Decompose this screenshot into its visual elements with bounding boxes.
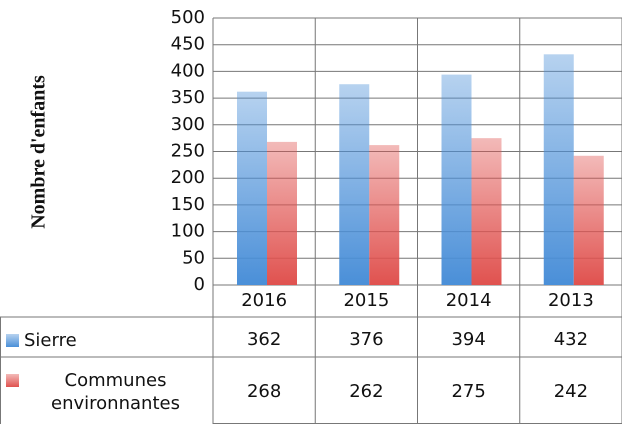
- bar: [339, 84, 370, 285]
- y-tick-label: 150: [171, 194, 205, 215]
- y-axis-label: Nombre d'enfants: [28, 75, 50, 229]
- y-tick-label: 200: [171, 167, 205, 188]
- bar: [369, 145, 400, 285]
- bar: [441, 74, 472, 285]
- bar: [237, 91, 267, 285]
- bar: [543, 54, 574, 286]
- legend-swatch: [6, 374, 19, 387]
- bar: [267, 141, 297, 285]
- y-tick-label: 50: [182, 247, 205, 268]
- y-tick-label: 500: [171, 7, 205, 28]
- table-value: 394: [451, 329, 485, 350]
- table-value: 262: [349, 381, 383, 402]
- table-value: 268: [247, 381, 281, 402]
- y-tick-label: 400: [171, 60, 205, 81]
- x-tick-label: 2015: [343, 290, 389, 311]
- bar: [573, 155, 604, 285]
- y-tick-label: 100: [171, 221, 205, 242]
- table-value: 376: [349, 329, 383, 350]
- y-tick-label: 250: [171, 141, 205, 162]
- y-tick-label: 300: [171, 114, 205, 135]
- y-tick-label: 350: [171, 87, 205, 108]
- table-value: 432: [554, 329, 588, 350]
- y-tick-label: 450: [171, 34, 205, 55]
- legend-entry: Communes environnantes: [6, 362, 206, 422]
- legend-swatch: [6, 334, 19, 347]
- x-tick-label: 2014: [446, 290, 492, 311]
- table-value: 362: [247, 329, 281, 350]
- legend-label: Sierre: [24, 330, 77, 351]
- x-tick-label: 2016: [241, 290, 287, 311]
- bar: [471, 138, 502, 285]
- legend-label: Communes environnantes: [51, 370, 180, 414]
- y-tick-label: 0: [194, 274, 205, 295]
- table-value: 275: [451, 381, 485, 402]
- table-value: 242: [554, 381, 588, 402]
- x-tick-label: 2013: [548, 290, 594, 311]
